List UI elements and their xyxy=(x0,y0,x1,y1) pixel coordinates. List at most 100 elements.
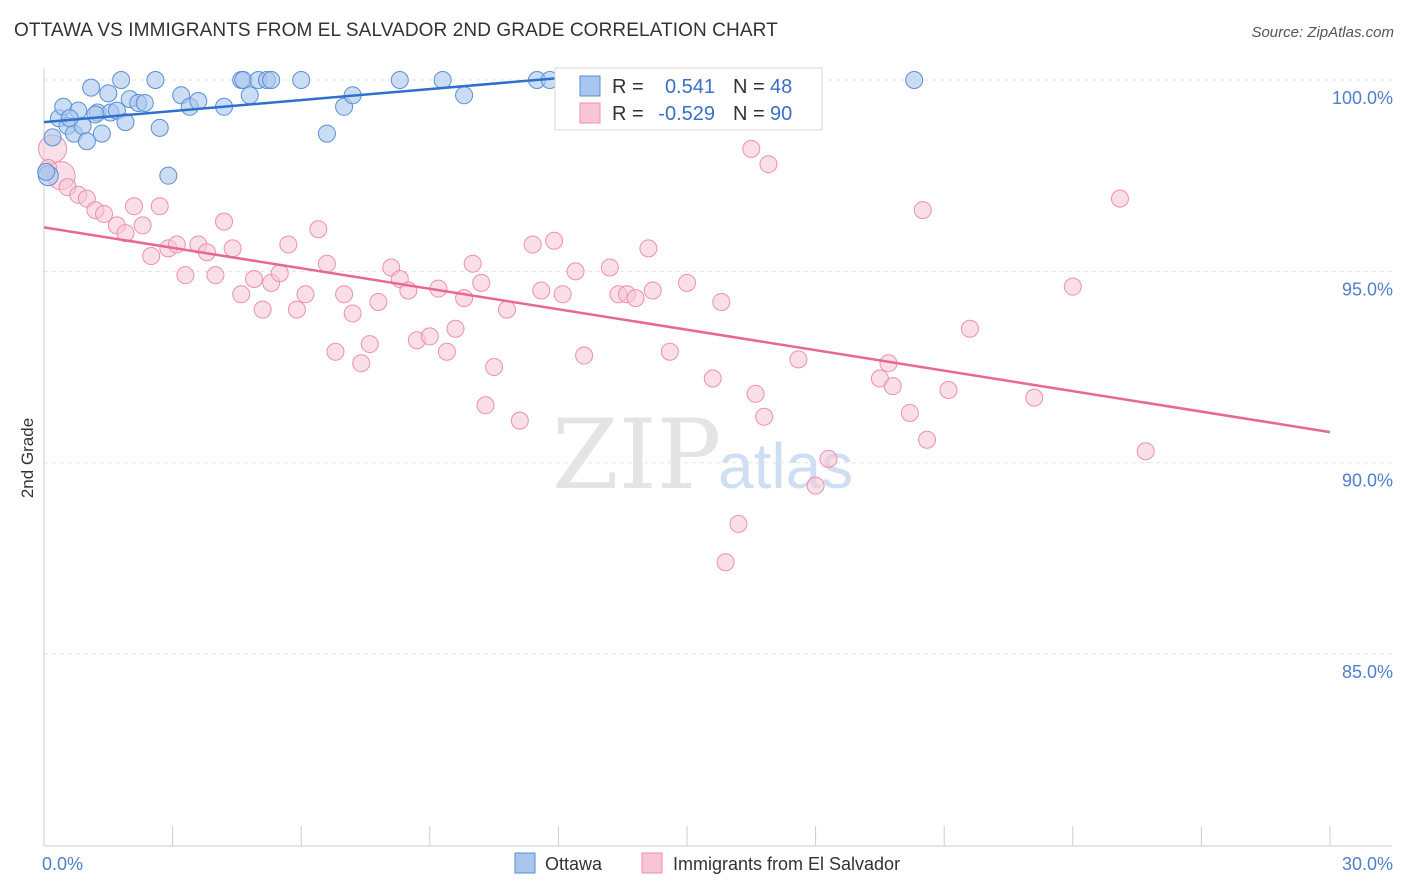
ottawa-point xyxy=(92,124,111,143)
elsalvador-point xyxy=(485,358,504,377)
elsalvador-point xyxy=(352,354,371,373)
elsalvador-point xyxy=(279,235,298,254)
ottawa-point xyxy=(390,71,409,89)
elsalvador-point xyxy=(600,258,619,277)
elsalvador-point xyxy=(463,254,482,273)
elsalvador-point xyxy=(253,300,272,319)
ottawa-point xyxy=(433,71,452,89)
elsalvador-point xyxy=(1110,189,1129,208)
x-tick-label: 0.0% xyxy=(42,854,83,874)
elsalvador-point xyxy=(883,377,902,396)
watermark-zip: ZIP xyxy=(552,399,721,511)
elsalvador-point xyxy=(270,264,289,283)
elsalvador-point xyxy=(742,139,761,158)
elsalvador-point xyxy=(510,411,529,430)
axes xyxy=(43,68,1392,847)
elsalvador-point xyxy=(566,262,585,281)
ottawa-point xyxy=(37,162,56,181)
elsalvador-point xyxy=(913,201,932,220)
y-tick-label: 90.0% xyxy=(1342,471,1393,491)
bottom-legend: Ottawa Immigrants from El Salvador xyxy=(514,852,900,874)
elsalvador-point xyxy=(575,346,594,365)
elsalvador-point xyxy=(755,407,774,426)
elsalvador-point xyxy=(806,476,825,495)
elsalvador-point xyxy=(900,403,919,422)
stats-r-value-elsalvador: -0.529 xyxy=(658,103,715,125)
y-tick-label: 95.0% xyxy=(1342,279,1393,299)
elsalvador-point xyxy=(326,342,345,361)
legend-label-ottawa: Ottawa xyxy=(545,854,603,874)
y-tick-label: 100.0% xyxy=(1332,88,1393,108)
ottawa-point xyxy=(43,128,62,147)
elsalvador-point xyxy=(716,553,735,572)
elsalvador-point xyxy=(437,342,456,361)
elsalvador-point xyxy=(133,216,152,235)
ottawa-point xyxy=(905,71,924,89)
ottawa-point xyxy=(77,132,96,151)
elsalvador-point xyxy=(918,430,937,449)
elsalvador-point xyxy=(150,197,169,216)
ottawa-point xyxy=(159,166,178,185)
ottawa-point xyxy=(234,71,253,89)
elsalvador-point xyxy=(296,285,315,304)
ottawa-point xyxy=(99,84,118,103)
series-elsalvador-points xyxy=(38,134,1155,572)
elsalvador-point xyxy=(95,204,114,223)
elsalvador-point xyxy=(472,273,491,292)
stats-n-label-ottawa: N = xyxy=(733,76,765,98)
ottawa-point xyxy=(135,93,154,112)
trend-lines xyxy=(43,76,1331,434)
ottawa-point xyxy=(146,71,165,89)
elsalvador-point xyxy=(142,247,161,266)
stats-n-value-elsalvador: 90 xyxy=(770,103,792,125)
elsalvador-point xyxy=(360,335,379,354)
gridlines xyxy=(44,79,1392,655)
elsalvador-point xyxy=(1136,442,1155,461)
ottawa-point xyxy=(262,71,281,89)
elsalvador-point xyxy=(703,369,722,388)
ottawa-point xyxy=(112,71,131,89)
elsalvador-point xyxy=(759,155,778,174)
elsalvador-point xyxy=(1025,388,1044,407)
elsalvador-point xyxy=(223,239,242,258)
y-axis-label: 2nd Grade xyxy=(18,418,37,498)
chart-title: OTTAWA VS IMMIGRANTS FROM EL SALVADOR 2N… xyxy=(14,20,778,41)
y-tick-label: 85.0% xyxy=(1342,662,1393,682)
elsalvador-point xyxy=(317,254,336,273)
legend-swatch-ottawa xyxy=(514,852,536,874)
stats-n-label-elsalvador: N = xyxy=(733,103,765,125)
elsalvador-point xyxy=(232,285,251,304)
elsalvador-point xyxy=(545,231,564,250)
elsalvador-point xyxy=(712,292,731,311)
elsalvador-point xyxy=(819,449,838,468)
ottawa-point xyxy=(86,105,105,124)
ottawa-point xyxy=(455,86,474,105)
elsalvador-point xyxy=(639,239,658,258)
ottawa-point xyxy=(82,78,101,97)
ottawa-trend-line xyxy=(43,76,559,124)
elsalvador-point xyxy=(206,266,225,285)
elsalvador-point xyxy=(476,396,495,415)
elsalvador-point xyxy=(116,224,135,243)
elsalvador-point xyxy=(125,197,144,216)
elsalvador-point xyxy=(553,285,572,304)
x-ticks xyxy=(43,826,1331,846)
ottawa-point xyxy=(292,71,311,89)
stats-n-value-ottawa: 48 xyxy=(770,76,792,98)
elsalvador-trend-line xyxy=(43,226,1331,434)
elsalvador-point xyxy=(369,292,388,311)
elsalvador-point xyxy=(287,300,306,319)
elsalvador-point xyxy=(420,327,439,346)
elsalvador-point xyxy=(245,270,264,289)
elsalvador-point xyxy=(446,319,465,338)
stats-legend-swatch-ottawa xyxy=(579,75,601,97)
elsalvador-point xyxy=(746,384,765,403)
elsalvador-point xyxy=(789,350,808,369)
x-tick-labels: 0.0% 30.0% xyxy=(42,854,1393,874)
ottawa-point xyxy=(317,124,336,143)
stats-legend: R = 0.541 N = 48 R = -0.529 N = 90 xyxy=(554,67,823,131)
elsalvador-point xyxy=(532,281,551,300)
ottawa-point xyxy=(189,92,208,111)
source-label: Source: ZipAtlas.com xyxy=(1251,24,1394,41)
